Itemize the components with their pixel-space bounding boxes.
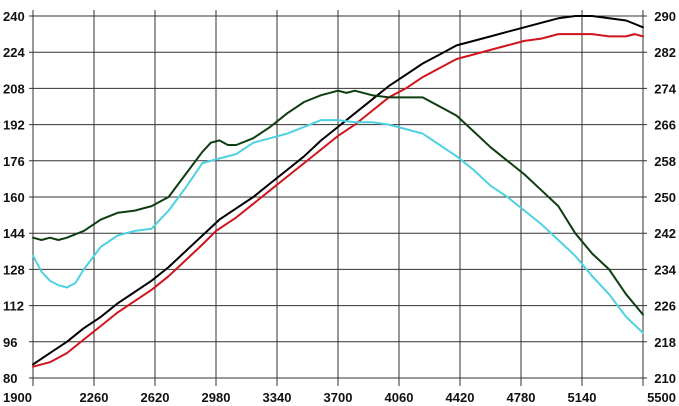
y-right-tick-label: 226 bbox=[654, 299, 676, 314]
y-left-tick-label: 144 bbox=[3, 226, 25, 241]
y-right-tick-label: 250 bbox=[654, 190, 676, 205]
x-tick-label: 5140 bbox=[568, 390, 597, 405]
x-tick-label: 3340 bbox=[263, 390, 292, 405]
x-tick-label: 4780 bbox=[507, 390, 536, 405]
y-left-tick-label: 96 bbox=[3, 335, 17, 350]
series-line-3 bbox=[32, 89, 644, 316]
series-line-2 bbox=[32, 33, 644, 368]
y-left-tick-label: 224 bbox=[3, 45, 25, 60]
x-tick-label: 4060 bbox=[385, 390, 414, 405]
y-left-tick-label: 176 bbox=[3, 154, 25, 169]
y-right-tick-label: 242 bbox=[654, 226, 676, 241]
y-left-tick-label: 128 bbox=[3, 262, 25, 277]
y-right-tick-label: 274 bbox=[654, 81, 676, 96]
x-tick-label: 2980 bbox=[202, 390, 231, 405]
left-axis-ticks: 80 96 112 128 144 160 176 192 208 224 240 bbox=[3, 9, 25, 386]
y-right-tick-label: 210 bbox=[654, 371, 676, 386]
x-tick-label: 2260 bbox=[80, 390, 109, 405]
x-tick-label: 4420 bbox=[446, 390, 475, 405]
series-line-1 bbox=[32, 15, 644, 366]
y-left-tick-label: 240 bbox=[3, 9, 25, 24]
series-lines bbox=[32, 15, 644, 368]
x-tick-label: 5500 bbox=[647, 390, 676, 405]
y-left-tick-label: 208 bbox=[3, 81, 25, 96]
grid bbox=[29, 10, 647, 386]
y-left-tick-label: 192 bbox=[3, 118, 25, 133]
y-right-tick-label: 282 bbox=[654, 45, 676, 60]
y-left-tick-label: 112 bbox=[3, 299, 24, 314]
y-right-tick-label: 290 bbox=[654, 9, 676, 24]
x-tick-label: 1900 bbox=[3, 390, 32, 405]
y-left-tick-label: 80 bbox=[3, 371, 17, 386]
y-right-tick-label: 234 bbox=[654, 262, 676, 277]
x-tick-label: 2620 bbox=[141, 390, 170, 405]
x-tick-label: 3700 bbox=[324, 390, 353, 405]
x-axis-ticks: 1900 2260 2620 2980 3340 3700 4060 4420 4780 5140… bbox=[3, 390, 676, 405]
series-line-4 bbox=[32, 119, 644, 334]
y-left-tick-label: 160 bbox=[3, 190, 25, 205]
y-right-tick-label: 266 bbox=[654, 118, 676, 133]
right-axis-ticks: 210 218 226 234 242 250 258 266 274 282 290 bbox=[654, 9, 676, 386]
y-right-tick-label: 218 bbox=[654, 335, 676, 350]
y-right-tick-label: 258 bbox=[654, 154, 676, 169]
